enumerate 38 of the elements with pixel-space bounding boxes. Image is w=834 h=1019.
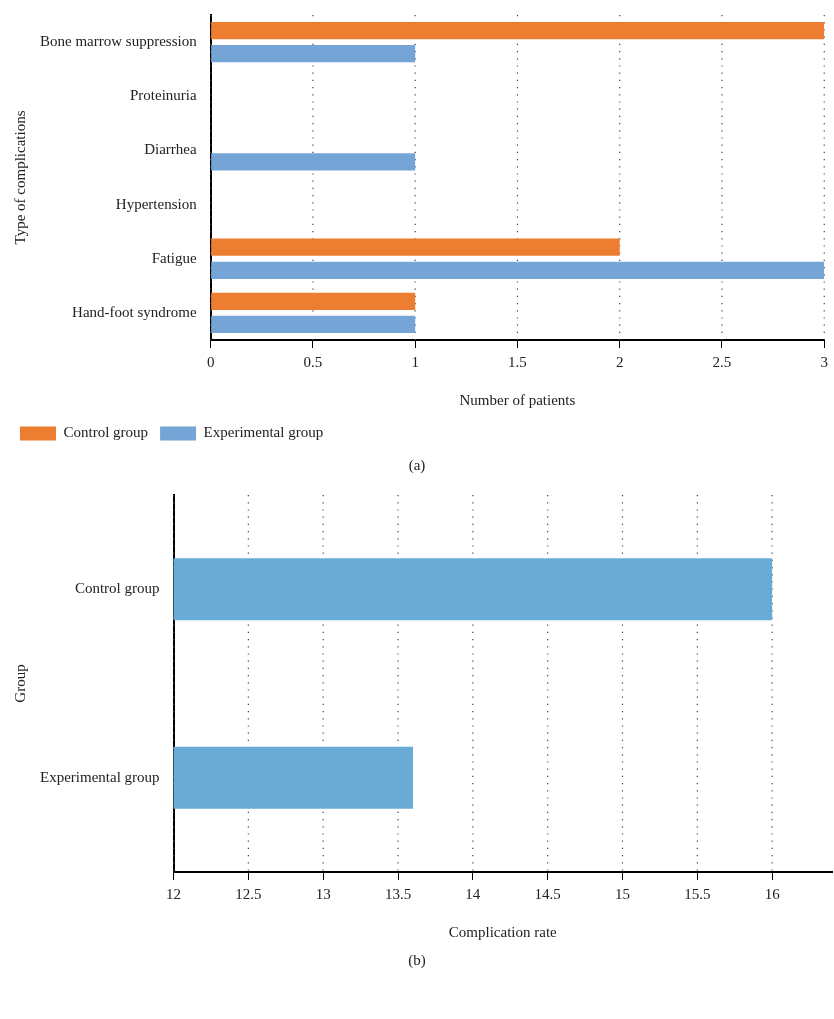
y-axis-title: Type of complications: [11, 110, 28, 245]
x-tick-label: 2: [615, 353, 624, 370]
y-tick-label: Diarrhea: [144, 141, 197, 158]
bar: [211, 292, 416, 311]
y-tick-label: Experimental group: [40, 768, 160, 785]
x-tick-label: 1: [411, 353, 419, 370]
y-tick-label: Control group: [74, 580, 160, 597]
x-tick-label: 13.5: [384, 885, 412, 902]
y-tick-label: Bone marrow suppression: [39, 33, 198, 50]
y-tick-label: Proteinuria: [129, 87, 197, 104]
x-tick-label: 2.5: [712, 353, 732, 370]
x-axis-title: Complication rate: [448, 923, 558, 940]
y-tick-label: Fatigue: [151, 249, 197, 266]
x-tick-label: 1.5: [508, 353, 527, 370]
text: (a): [407, 457, 427, 474]
x-tick-label: 15.5: [684, 885, 711, 902]
bar: [211, 153, 416, 171]
x-tick-label: 16: [764, 885, 781, 902]
bar: [211, 261, 825, 279]
bar: [211, 21, 825, 40]
y-tick-label: Hand-foot syndrome: [72, 303, 197, 320]
x-tick-label: 3: [820, 353, 828, 370]
legend-label: Experimental group: [203, 424, 324, 441]
y-axis-title: Group: [11, 664, 28, 703]
x-tick-label: 12: [166, 885, 182, 902]
x-tick-label: 0: [206, 353, 215, 370]
x-axis-title: Number of patients: [459, 391, 576, 408]
x-tick-label: 14.5: [534, 885, 561, 902]
bar: [211, 44, 416, 63]
y-tick-label: Hypertension: [115, 195, 198, 212]
x-tick-label: 12.5: [235, 885, 262, 902]
text: (b): [407, 952, 427, 969]
x-tick-label: 14: [465, 885, 481, 902]
x-tick-label: 15: [614, 885, 630, 902]
x-tick-label: 0.5: [303, 353, 323, 370]
x-tick-label: 13: [315, 885, 331, 902]
bar: [211, 238, 620, 256]
bar: [211, 315, 416, 334]
